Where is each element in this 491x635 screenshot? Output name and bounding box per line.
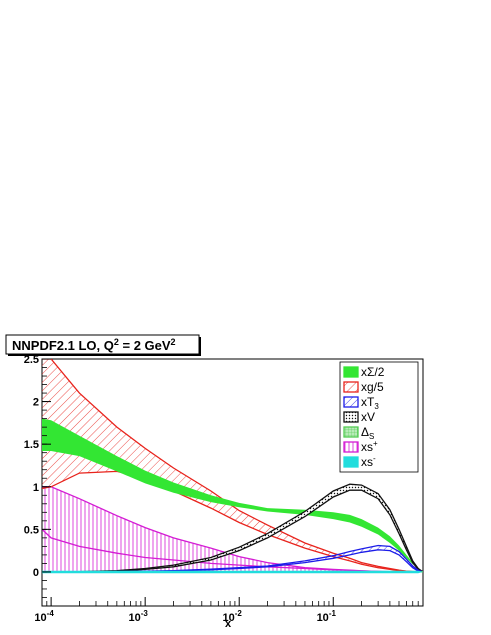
- x-tick-label: 10-3: [128, 609, 148, 624]
- title-superscript-2: 2: [171, 337, 176, 347]
- legend-label: xT3: [361, 395, 379, 411]
- band-xsplus: [42, 486, 423, 572]
- legend-label: xs+: [361, 439, 378, 454]
- legend-label: xs-: [361, 454, 376, 469]
- x-axis-label: x: [225, 618, 232, 630]
- legend-swatch: [343, 366, 359, 378]
- legend-item-xsminus: xs-: [343, 454, 376, 469]
- legend-item-xt3: xT3: [343, 395, 379, 411]
- x-tick-label: 10-1: [317, 609, 337, 624]
- y-tick-label: 2: [33, 397, 39, 409]
- title-superscript-1: 2: [114, 337, 119, 347]
- legend-label: xV: [361, 410, 375, 424]
- legend-swatch: [343, 456, 359, 468]
- y-tick-label: 2.5: [24, 354, 39, 366]
- legend-label: xg/5: [361, 380, 384, 394]
- legend-item-xv: xV: [343, 410, 375, 424]
- legend-swatch: [343, 381, 359, 393]
- band-xt3: [42, 545, 423, 572]
- band-xsminus: [42, 570, 423, 574]
- legend-item-xsplus: xs+: [343, 439, 378, 454]
- y-tick-label: 1.5: [24, 439, 39, 451]
- series-xsminus: [42, 570, 423, 574]
- legend-label: xΣ/2: [361, 365, 385, 379]
- svg-text:NNPDF2.1 LO, Q2 = 2 GeV2: NNPDF2.1 LO, Q2 = 2 GeV2: [12, 337, 176, 353]
- y-tick-label: 1: [33, 482, 39, 494]
- legend-swatch: [343, 441, 359, 453]
- legend-swatch: [343, 396, 359, 408]
- x-tick-label: 10-4: [34, 609, 54, 624]
- title-mid: = 2 GeV: [119, 338, 171, 353]
- series-xsplus: [42, 486, 423, 573]
- legend-swatch: [343, 426, 359, 438]
- legend-label: ΔS: [361, 425, 374, 441]
- axes: 0 0.5 1 1.5 2 2.5 10-4 10-3 10-2 10-1: [24, 354, 424, 624]
- series-bands: [42, 359, 423, 574]
- x-tick-label: 10-2: [223, 609, 243, 624]
- legend-item-xsigma: xΣ/2: [343, 365, 385, 379]
- legend-swatch: [343, 411, 359, 423]
- y-tick-label: 0: [33, 567, 39, 579]
- legend-item-xg: xg/5: [343, 380, 384, 394]
- legend-item-deltas: ΔS: [343, 425, 374, 441]
- y-tick-label: 0.5: [24, 524, 39, 536]
- chart-title: NNPDF2.1 LO, Q2 = 2 GeV2: [5, 334, 201, 356]
- title-main: NNPDF2.1 LO, Q: [12, 338, 114, 353]
